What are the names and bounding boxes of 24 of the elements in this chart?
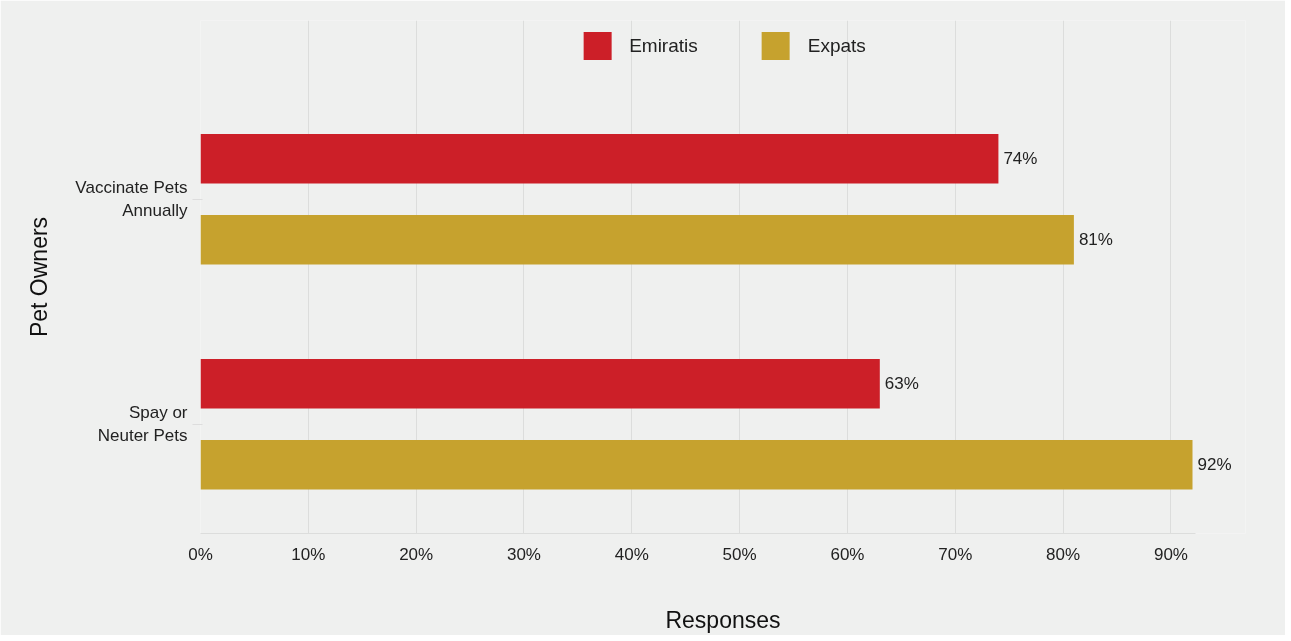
x-tick-label: 80% bbox=[1046, 544, 1081, 564]
x-tick-label: 20% bbox=[399, 544, 434, 564]
data-label: 81% bbox=[1078, 229, 1113, 249]
legend-label: Expats bbox=[807, 34, 866, 57]
bar bbox=[200, 215, 1074, 265]
x-tick-label: 50% bbox=[722, 544, 757, 564]
x-tick-label: 10% bbox=[291, 544, 326, 564]
y-tick-label: Vaccinate Pets Annually bbox=[75, 178, 188, 221]
bar bbox=[200, 358, 880, 409]
x-axis-title: Responses bbox=[665, 606, 781, 633]
bar bbox=[200, 134, 999, 184]
x-tick-label: 0% bbox=[188, 544, 213, 564]
x-tick-label: 30% bbox=[506, 544, 541, 564]
data-label: 74% bbox=[1003, 148, 1038, 168]
y-axis-title: Pet Owners bbox=[26, 216, 53, 338]
bar bbox=[200, 439, 1193, 490]
x-tick-label: 40% bbox=[614, 544, 649, 564]
data-label: 63% bbox=[884, 373, 919, 393]
data-label: 92% bbox=[1197, 454, 1232, 474]
legend-label: Emiratis bbox=[629, 34, 698, 57]
y-tick-label: Spay or Neuter Pets bbox=[97, 403, 188, 446]
x-tick-label: 60% bbox=[830, 544, 865, 564]
x-tick-label: 70% bbox=[938, 544, 973, 564]
x-tick-label: 90% bbox=[1153, 544, 1188, 564]
